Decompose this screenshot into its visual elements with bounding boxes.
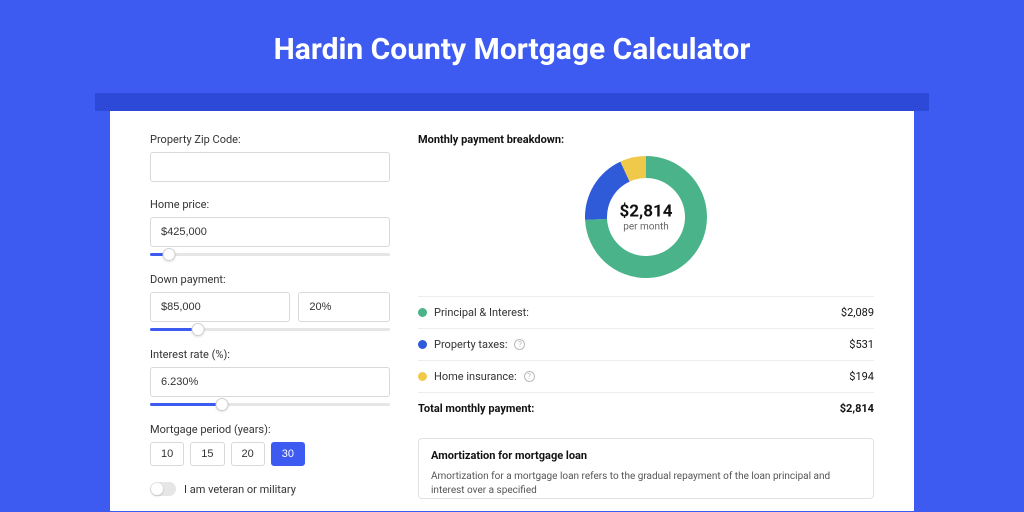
period-options: 1015 2030 <box>150 442 390 466</box>
down-payment-amount-input[interactable] <box>150 292 290 322</box>
legend-label: Property taxes: <box>434 338 507 351</box>
legend-row: Property taxes:? $531 <box>418 328 874 360</box>
form-panel: Property Zip Code: Home price: Down paym… <box>150 133 390 511</box>
interest-rate-field: Interest rate (%): <box>150 348 390 411</box>
period-option-30[interactable]: 30 <box>271 442 305 466</box>
down-payment-label: Down payment: <box>150 273 390 286</box>
toggle-knob <box>151 483 163 495</box>
amortization-title: Amortization for mortgage loan <box>431 449 861 462</box>
interest-rate-input[interactable] <box>150 367 390 397</box>
total-value: $2,814 <box>840 402 874 415</box>
zip-label: Property Zip Code: <box>150 133 390 146</box>
interest-rate-slider[interactable] <box>150 399 390 411</box>
card-back-shadow <box>95 93 929 111</box>
veteran-row: I am veteran or military <box>150 482 390 496</box>
slider-thumb[interactable] <box>216 398 229 411</box>
veteran-toggle[interactable] <box>150 482 176 496</box>
legend-label: Principal & Interest: <box>434 306 529 319</box>
legend-label: Home insurance: <box>434 370 517 383</box>
down-payment-slider[interactable] <box>150 324 390 336</box>
legend: Principal & Interest: $2,089 Property taxe… <box>418 296 874 392</box>
period-label: Mortgage period (years): <box>150 423 390 436</box>
legend-dot <box>418 340 427 349</box>
donut-center: $2,814 per month <box>620 202 673 233</box>
info-icon[interactable]: ? <box>514 339 525 350</box>
legend-row: Principal & Interest: $2,089 <box>418 296 874 328</box>
calculator-card: Property Zip Code: Home price: Down paym… <box>110 111 914 511</box>
legend-value: $194 <box>849 370 874 383</box>
period-option-15[interactable]: 15 <box>190 442 224 466</box>
total-row: Total monthly payment: $2,814 <box>418 392 874 424</box>
amortization-box: Amortization for mortgage loan Amortizat… <box>418 438 874 499</box>
period-field: Mortgage period (years): 1015 2030 <box>150 423 390 466</box>
zip-input[interactable] <box>150 152 390 182</box>
zip-field: Property Zip Code: <box>150 133 390 182</box>
home-price-input[interactable] <box>150 217 390 247</box>
legend-dot <box>418 372 427 381</box>
period-option-20[interactable]: 20 <box>231 442 265 466</box>
breakdown-heading: Monthly payment breakdown: <box>418 133 874 146</box>
donut-amount: $2,814 <box>620 202 673 222</box>
monthly-donut-chart: $2,814 per month <box>418 156 874 278</box>
slider-thumb[interactable] <box>163 248 176 261</box>
breakdown-panel: Monthly payment breakdown: $2,814 per mo… <box>418 133 874 511</box>
slider-thumb[interactable] <box>192 323 205 336</box>
info-icon[interactable]: ? <box>524 371 535 382</box>
donut-sub: per month <box>620 222 673 233</box>
legend-value: $2,089 <box>841 306 874 319</box>
legend-dot <box>418 308 427 317</box>
veteran-label: I am veteran or military <box>184 483 296 496</box>
down-payment-field: Down payment: <box>150 273 390 336</box>
interest-rate-label: Interest rate (%): <box>150 348 390 361</box>
legend-row: Home insurance:? $194 <box>418 360 874 392</box>
legend-value: $531 <box>849 338 874 351</box>
amortization-text: Amortization for a mortgage loan refers … <box>431 470 861 498</box>
down-payment-percent-input[interactable] <box>298 292 390 322</box>
home-price-field: Home price: <box>150 198 390 261</box>
total-label: Total monthly payment: <box>418 402 534 415</box>
home-price-label: Home price: <box>150 198 390 211</box>
home-price-slider[interactable] <box>150 249 390 261</box>
page-title: Hardin County Mortgage Calculator <box>0 0 1024 93</box>
period-option-10[interactable]: 10 <box>150 442 184 466</box>
